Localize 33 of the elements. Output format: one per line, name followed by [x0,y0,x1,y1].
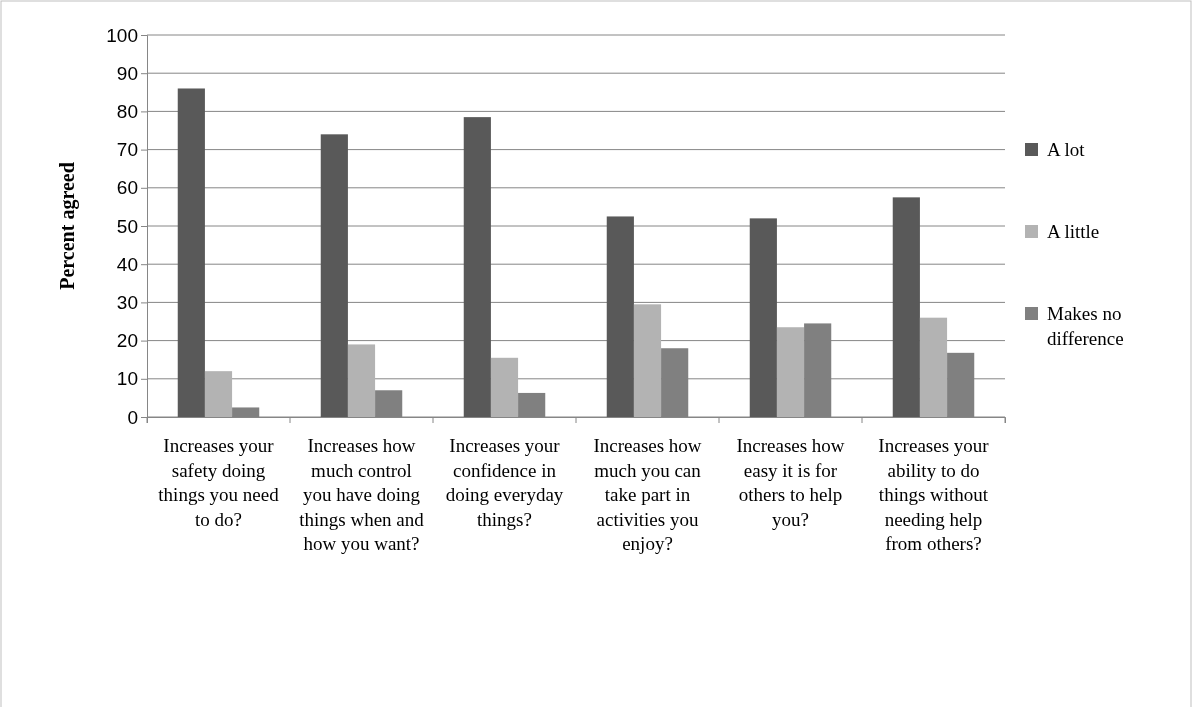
y-tick-label: 40 [116,253,138,275]
y-axis-title: Percent agreed [56,162,79,290]
bar [633,304,662,417]
x-tick-label: Increases your ability to do things without needing help from others? [878,435,990,554]
y-tick-label: 60 [116,177,138,199]
legend-label: Makes no difference [1047,303,1124,349]
y-tick-label: 100 [106,24,138,46]
bar [606,216,634,417]
x-tick-label: Increases your safety doing things you need to do? [158,435,280,530]
y-tick-label: 70 [116,139,138,161]
bar [776,327,805,417]
bar [204,371,233,417]
x-tick-label: Increases how easy it is for others to help you? [736,435,845,530]
bar [177,88,205,417]
bar [892,197,920,417]
y-tick-label: 50 [116,215,138,237]
y-tick-label: 0 [127,406,138,428]
bar [490,357,519,417]
bar [919,317,948,417]
x-tick-label: Increases how much you can take part in activities you enjoy? [593,435,702,554]
y-tick-label: 30 [116,291,138,313]
y-tick-label: 90 [116,62,138,84]
bar [749,218,777,417]
y-tick-label: 80 [116,100,138,122]
x-tick-label: Increases your confidence in doing everyday things? [445,435,564,530]
legend-label: A lot [1047,139,1086,160]
y-tick-label: 20 [116,330,138,352]
y-tick-label: 10 [116,368,138,390]
bar [347,344,376,417]
bar [320,134,348,417]
bar [463,117,491,417]
x-tick-label: Increases how much control you have doing things when and how you want? [299,435,425,554]
legend-label: A little [1047,221,1100,242]
